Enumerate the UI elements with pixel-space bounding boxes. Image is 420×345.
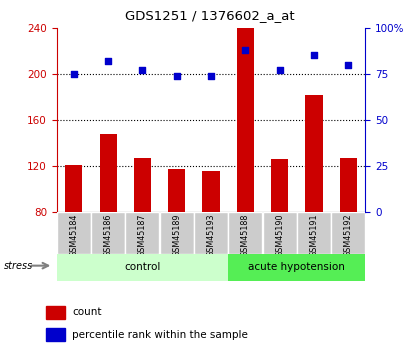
Text: stress: stress bbox=[4, 262, 34, 271]
Text: GSM45188: GSM45188 bbox=[241, 214, 250, 257]
Bar bbox=[202, 171, 220, 304]
Text: GSM45190: GSM45190 bbox=[275, 214, 284, 257]
Bar bbox=[126, 212, 160, 254]
Bar bbox=[65, 165, 82, 304]
Bar bbox=[305, 95, 323, 304]
Point bbox=[105, 58, 112, 63]
Bar bbox=[57, 254, 228, 281]
Bar bbox=[57, 212, 91, 254]
Bar bbox=[297, 212, 331, 254]
Point bbox=[208, 73, 215, 78]
Point bbox=[345, 62, 352, 67]
Bar bbox=[168, 169, 185, 304]
Point bbox=[310, 52, 318, 58]
Text: percentile rank within the sample: percentile rank within the sample bbox=[72, 330, 248, 340]
Text: GDS1251 / 1376602_a_at: GDS1251 / 1376602_a_at bbox=[125, 9, 295, 22]
Text: GSM45193: GSM45193 bbox=[207, 214, 215, 257]
Bar bbox=[331, 212, 365, 254]
Bar bbox=[46, 328, 65, 342]
Bar bbox=[91, 212, 125, 254]
Bar bbox=[134, 158, 151, 304]
Text: GSM45187: GSM45187 bbox=[138, 214, 147, 257]
Bar bbox=[100, 134, 117, 304]
Bar bbox=[46, 306, 65, 319]
Text: GSM45191: GSM45191 bbox=[310, 214, 318, 257]
Point bbox=[276, 67, 283, 73]
Point bbox=[242, 47, 249, 52]
Bar bbox=[262, 212, 297, 254]
Bar bbox=[228, 254, 365, 281]
Text: GSM45192: GSM45192 bbox=[344, 214, 353, 257]
Text: GSM45186: GSM45186 bbox=[104, 214, 113, 257]
Bar bbox=[340, 158, 357, 304]
Text: control: control bbox=[124, 263, 160, 272]
Bar bbox=[271, 159, 288, 304]
Bar bbox=[160, 212, 194, 254]
Point bbox=[71, 71, 77, 77]
Text: count: count bbox=[72, 307, 102, 317]
Point bbox=[173, 73, 180, 78]
Text: GSM45184: GSM45184 bbox=[69, 214, 79, 257]
Text: acute hypotension: acute hypotension bbox=[248, 263, 345, 272]
Text: GSM45189: GSM45189 bbox=[172, 214, 181, 257]
Bar bbox=[194, 212, 228, 254]
Point bbox=[139, 67, 146, 73]
Bar bbox=[228, 212, 262, 254]
Bar bbox=[237, 27, 254, 304]
